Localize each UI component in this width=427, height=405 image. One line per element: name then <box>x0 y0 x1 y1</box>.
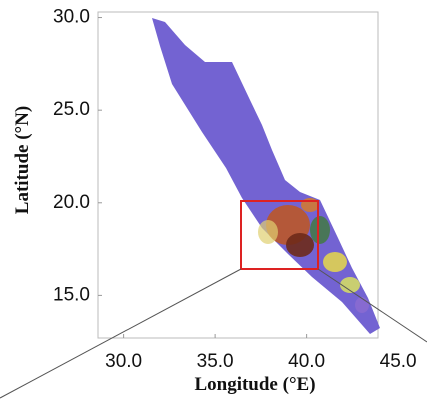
x-tick-label: 45.0 <box>380 351 417 372</box>
zoom-line <box>317 268 427 343</box>
x-tick-label: 40.0 <box>288 351 325 372</box>
y-tick-label: 15.0 <box>53 284 90 305</box>
y-tick-label: 30.0 <box>53 7 90 28</box>
zoom-line <box>0 268 242 399</box>
x-tick-label: 30.0 <box>105 351 142 372</box>
x-axis-label: Longitude (°E) <box>194 374 315 395</box>
y-axis-label: Latitude (°N) <box>12 106 33 214</box>
red-sea-area <box>152 18 380 334</box>
y-tick-label: 20.0 <box>53 192 90 213</box>
zoom-box <box>240 200 319 270</box>
y-tick-label: 25.0 <box>53 99 90 120</box>
southern-patches <box>258 198 369 313</box>
x-tick-label: 35.0 <box>197 351 234 372</box>
